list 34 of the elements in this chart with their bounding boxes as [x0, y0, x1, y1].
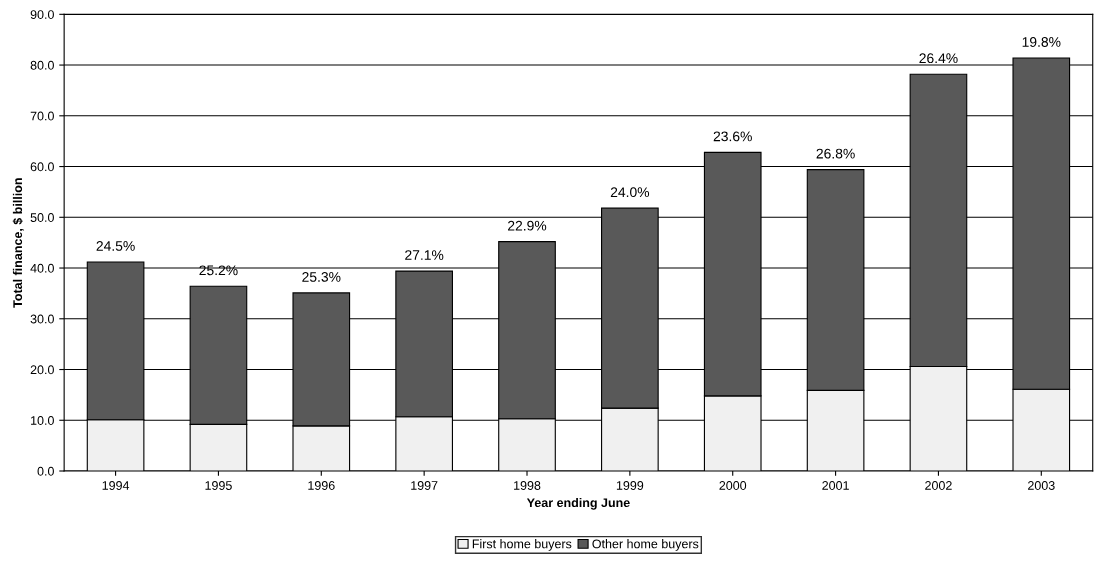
y-tick-label: 90.0 [30, 10, 54, 19]
x-tick-label: 1997 [411, 481, 438, 490]
y-axis-title: Total finance, $ billion [12, 178, 24, 308]
y-tick-label: 0.0 [37, 466, 54, 476]
annotation: 27.1% [405, 250, 444, 260]
x-tick-label: 1994 [102, 481, 130, 490]
x-tick-label: 2003 [1028, 481, 1055, 490]
y-tick-label: 30.0 [30, 314, 54, 324]
x-tick-label: 2002 [925, 481, 952, 490]
y-tick-label: 60.0 [30, 162, 54, 172]
annotation: 23.6% [713, 131, 752, 142]
y-tick-label: 50.0 [30, 213, 54, 222]
annotation: 26.4% [919, 53, 958, 64]
legend-label: Other home buyers [592, 539, 699, 551]
annotation: 22.9% [508, 220, 547, 231]
annotation: 25.2% [199, 265, 238, 276]
annotation: 24.0% [610, 187, 650, 198]
y-tick-label: 40.0 [30, 263, 54, 273]
annotation: 25.3% [302, 271, 341, 282]
x-tick-label: 1999 [616, 481, 644, 490]
annotation: 24.5% [96, 241, 135, 251]
annotation: 26.8% [816, 148, 855, 159]
x-tick-label: 1995 [205, 481, 232, 490]
legend-label: First home buyers [472, 539, 572, 551]
annotation: 19.8% [1022, 37, 1061, 47]
x-tick-label: 2000 [719, 481, 747, 490]
x-axis-title: Year ending June [526, 497, 630, 510]
y-tick-label: 80.0 [30, 60, 54, 70]
x-tick-label: 2001 [822, 481, 849, 490]
y-tick-label: 70.0 [30, 111, 54, 121]
x-tick-label: 1996 [308, 481, 335, 490]
x-tick-label: 1998 [514, 481, 541, 490]
y-tick-label: 20.0 [30, 365, 54, 375]
y-tick-label: 10.0 [31, 416, 54, 425]
